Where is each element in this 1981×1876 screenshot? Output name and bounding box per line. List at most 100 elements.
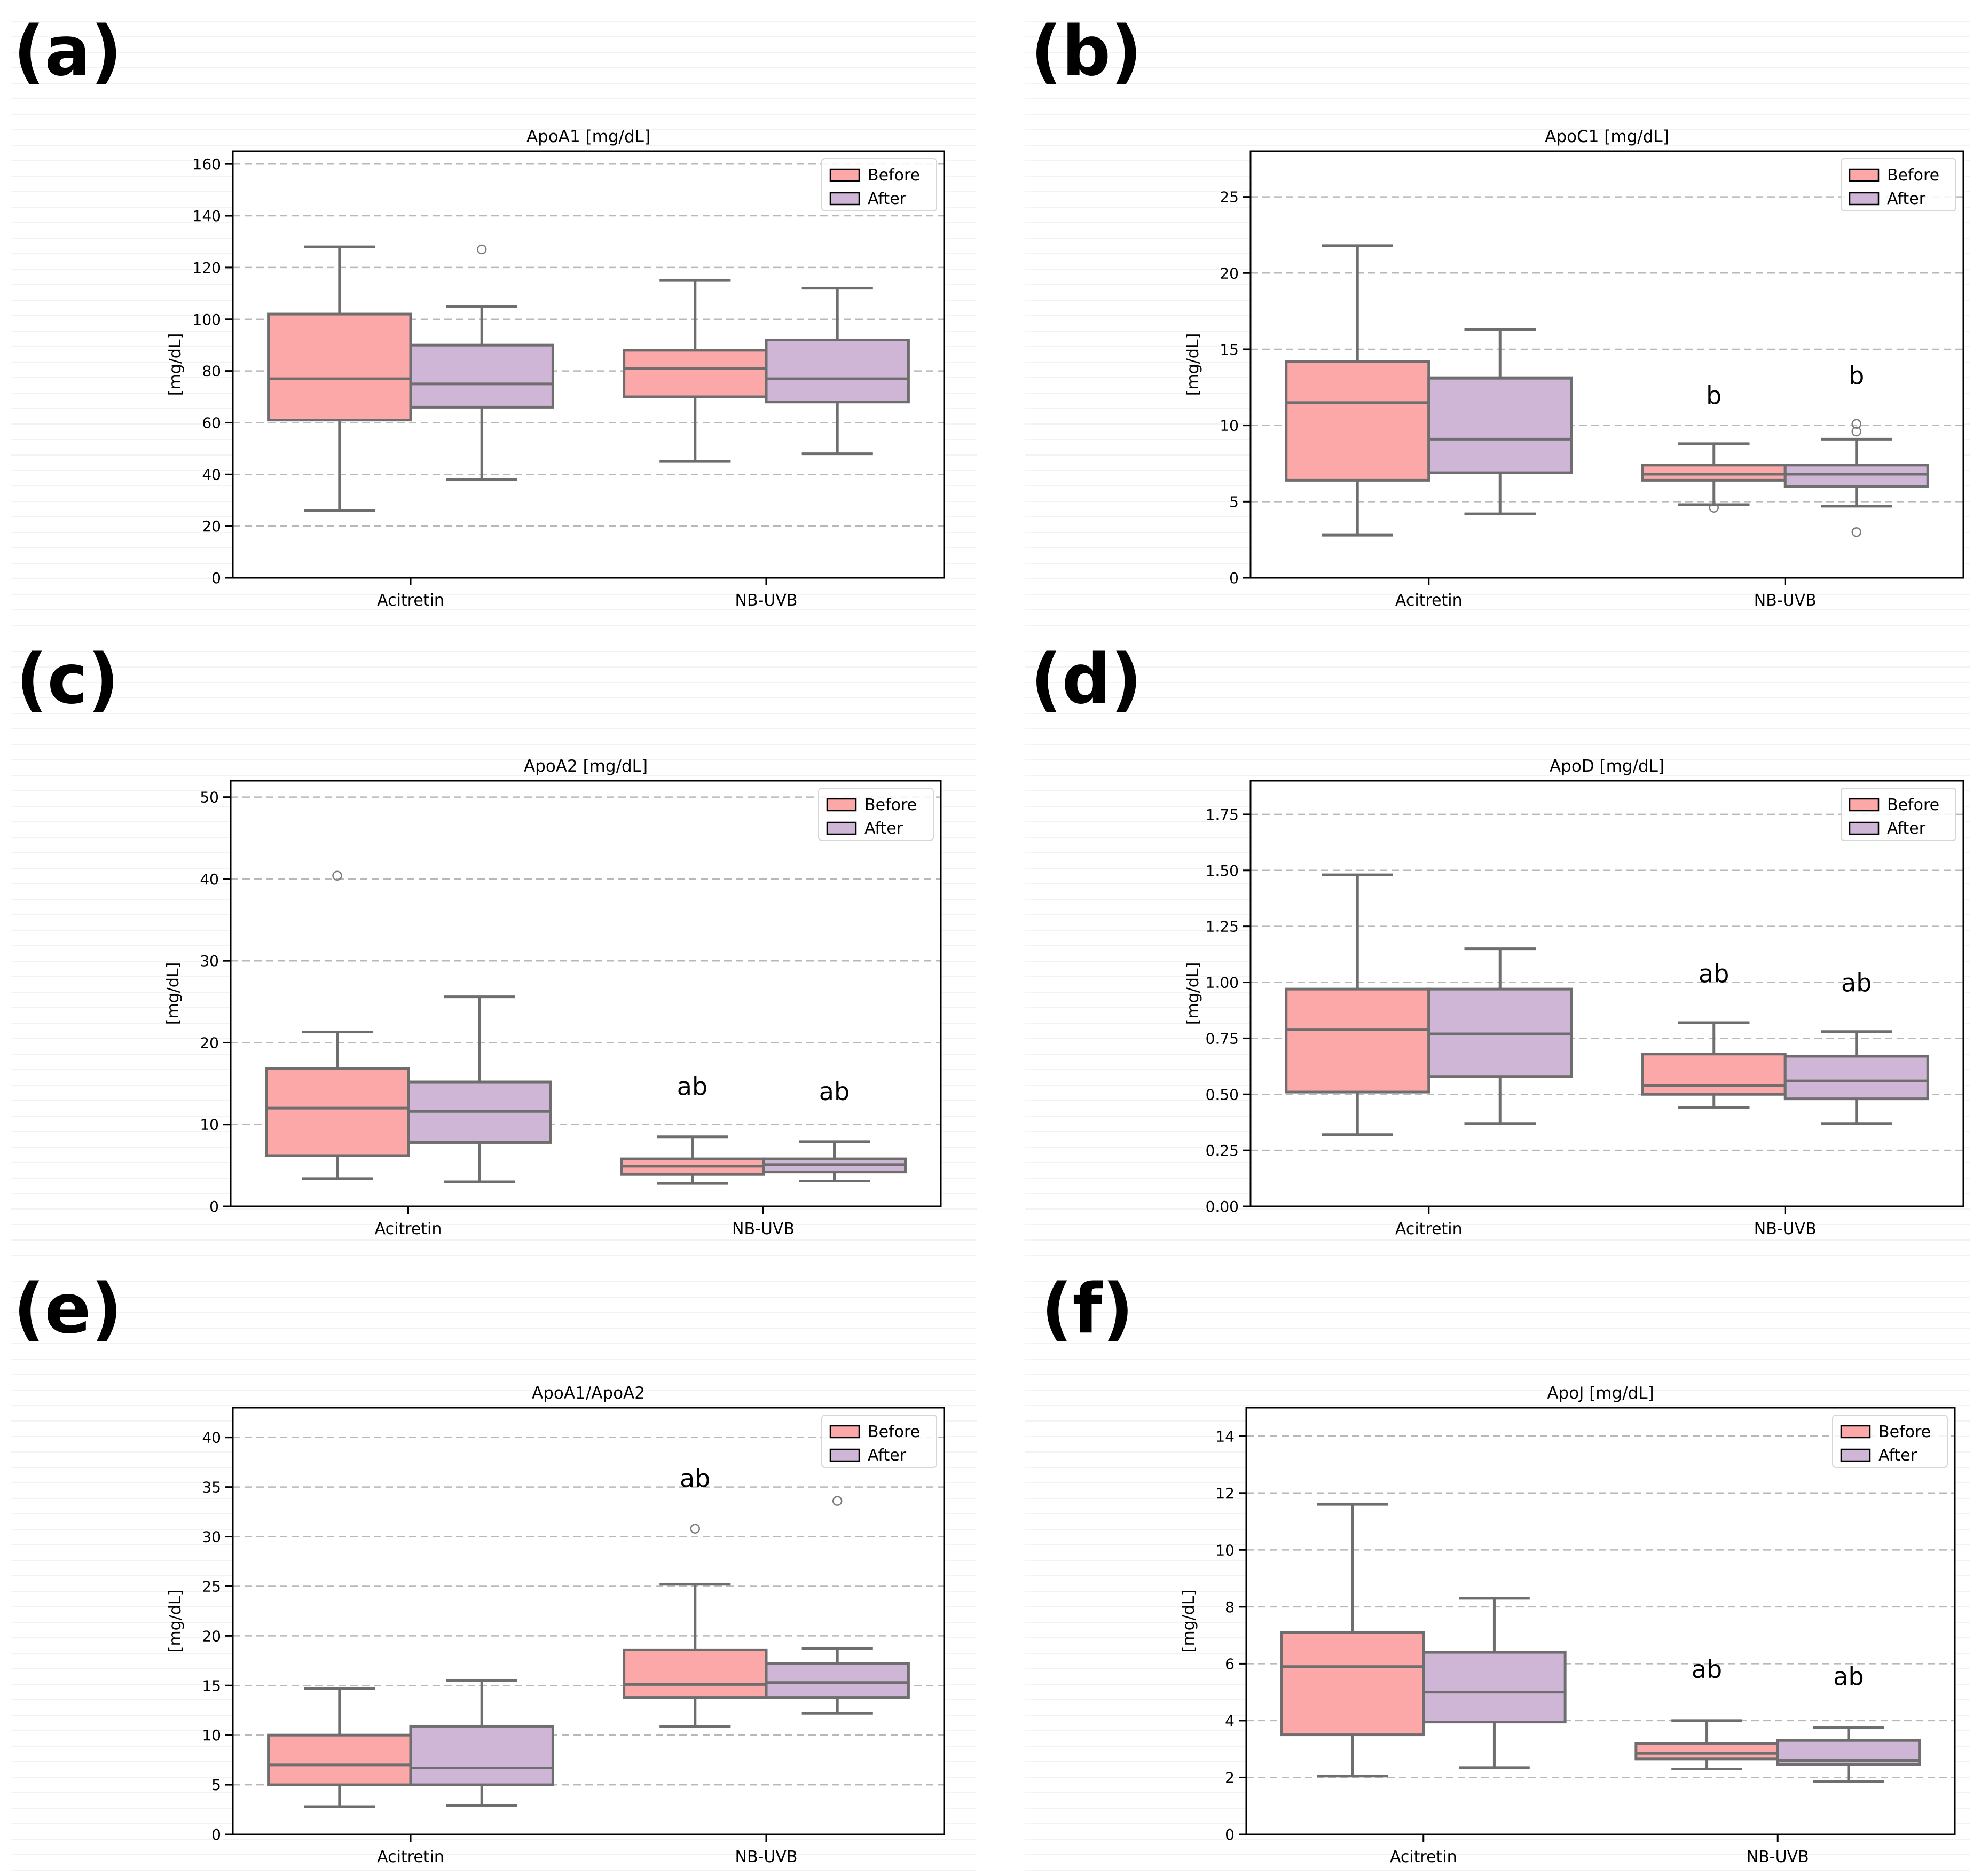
box-before-nb-uvb — [623, 1524, 768, 1728]
panel-label: (a) — [13, 12, 122, 91]
legend-label-before: Before — [864, 796, 917, 814]
y-tick-label: 40 — [202, 466, 221, 483]
legend-swatch-after — [1840, 1448, 1871, 1462]
x-tick-label: NB-UVB — [1754, 591, 1817, 610]
legend-label-before: Before — [1887, 166, 1939, 185]
panel-label: (d) — [1031, 640, 1142, 719]
y-tick-label: 6 — [1225, 1655, 1235, 1673]
box-iqr — [265, 1067, 410, 1157]
y-axis-label: [mg/dL] — [1184, 962, 1202, 1025]
chart-panel-d: (d) 0.00 0.25 0.50 0.75 1.00 1.25 1.50 1.75 ab ab A… — [1025, 640, 1970, 1256]
axes-frame — [230, 780, 942, 1207]
box-before-acitretin — [267, 245, 412, 512]
y-tick-label: 2 — [1225, 1769, 1235, 1786]
box-iqr — [1783, 1055, 1929, 1101]
y-tick-label: 0.50 — [1206, 1086, 1239, 1103]
y-tick-label: 4 — [1225, 1712, 1235, 1730]
outlier-point — [1851, 527, 1861, 537]
x-tick-label: NB-UVB — [735, 1848, 798, 1866]
significance-annotation: b — [1706, 381, 1721, 410]
y-tick-label: 0 — [211, 569, 221, 587]
significance-annotation: ab — [1692, 1655, 1722, 1684]
x-tick-label: Acitretin — [377, 1848, 444, 1866]
legend: Before After — [821, 1415, 937, 1468]
y-tick-label: 25 — [202, 1577, 221, 1595]
y-tick-label: 25 — [1220, 189, 1239, 206]
box-iqr — [1783, 464, 1929, 488]
panel-label: (c) — [16, 640, 119, 719]
chart-title: ApoC1 [mg/dL] — [1545, 127, 1669, 146]
box-iqr — [623, 349, 768, 398]
y-tick-label: 0 — [209, 1198, 219, 1215]
legend-label-after: After — [1878, 1446, 1917, 1465]
x-tick-label: Acitretin — [1395, 591, 1463, 610]
y-axis-label: [mg/dL] — [166, 1590, 185, 1653]
y-axis-label: [mg/dL] — [1180, 1590, 1198, 1653]
box-iqr — [1641, 464, 1787, 482]
y-tick-label: 0.25 — [1206, 1142, 1239, 1159]
y-tick-label: 1.25 — [1206, 918, 1239, 936]
outlier-point — [832, 1496, 843, 1506]
x-tick-label: Acitretin — [377, 591, 444, 610]
significance-annotation: ab — [819, 1077, 850, 1106]
y-tick-label: 30 — [200, 952, 219, 970]
y-tick-label: 8 — [1225, 1598, 1235, 1616]
box-before-nb-uvb — [620, 1135, 765, 1185]
legend: Before After — [1832, 1415, 1948, 1468]
x-tick-label: Acitretin — [1395, 1220, 1463, 1238]
y-tick-label: 120 — [193, 259, 221, 277]
panel-label: (e) — [13, 1269, 122, 1349]
y-tick-label: 1.00 — [1206, 974, 1239, 992]
box-iqr — [1641, 1053, 1787, 1096]
y-tick-label: 1.50 — [1206, 862, 1239, 880]
y-tick-label: 0 — [1225, 1826, 1235, 1843]
x-tick-label: NB-UVB — [732, 1220, 795, 1238]
legend-swatch-after — [826, 821, 857, 835]
box-iqr — [1634, 1742, 1779, 1761]
box-iqr — [623, 1648, 768, 1699]
legend: Before After — [1841, 788, 1956, 841]
box-after-nb-uvb — [765, 1496, 910, 1715]
box-before-nb-uvb — [1641, 442, 1787, 513]
legend-swatch-after — [1849, 821, 1880, 835]
legend-label-after: After — [868, 190, 907, 208]
y-tick-label: 1.75 — [1206, 806, 1239, 823]
y-tick-label: 0 — [211, 1826, 221, 1843]
chart-panel-a: (a) 0 20 40 60 80 100 120 140 160 Acitretin NB-UVB A… — [11, 12, 977, 626]
box-after-acitretin — [1422, 1597, 1567, 1769]
legend-swatch-before — [1849, 168, 1880, 182]
y-tick-label: 20 — [202, 517, 221, 535]
chart-panel-e: (e) 0 5 10 15 20 25 30 35 40 ab Acitretin NB-UVB ApoA… — [11, 1269, 977, 1871]
y-tick-label: 0.00 — [1206, 1198, 1239, 1215]
y-tick-label: 10 — [1220, 417, 1239, 435]
legend: Before After — [818, 788, 934, 841]
box-iqr — [409, 1724, 554, 1786]
box-iqr — [1427, 376, 1573, 474]
significance-annotation: ab — [680, 1464, 710, 1493]
outlier-point — [690, 1524, 701, 1534]
legend-label-before: Before — [868, 1423, 920, 1441]
axes-frame — [232, 150, 945, 579]
box-after-acitretin — [1427, 328, 1573, 515]
legend-label-after: After — [864, 819, 903, 838]
significance-annotation: ab — [677, 1072, 708, 1101]
legend: Before After — [1841, 158, 1956, 211]
y-tick-label: 160 — [193, 155, 221, 173]
y-tick-label: 15 — [1220, 341, 1239, 358]
y-tick-label: 100 — [193, 311, 221, 328]
significance-annotation: b — [1849, 362, 1864, 390]
box-after-nb-uvb — [1783, 1030, 1929, 1125]
legend-swatch-before — [1849, 798, 1880, 812]
chart-title: ApoJ [mg/dL] — [1547, 1384, 1654, 1403]
y-tick-label: 15 — [202, 1677, 221, 1694]
axes-frame — [232, 1407, 945, 1835]
legend-swatch-after — [829, 1448, 860, 1462]
y-tick-label: 5 — [211, 1776, 221, 1794]
box-iqr — [267, 1733, 412, 1786]
chart-title: ApoD [mg/dL] — [1550, 757, 1664, 776]
chart-title: ApoA1/ApoA2 — [532, 1384, 645, 1403]
box-after-nb-uvb — [1783, 419, 1929, 537]
box-iqr — [765, 338, 910, 404]
box-after-nb-uvb — [765, 287, 910, 456]
